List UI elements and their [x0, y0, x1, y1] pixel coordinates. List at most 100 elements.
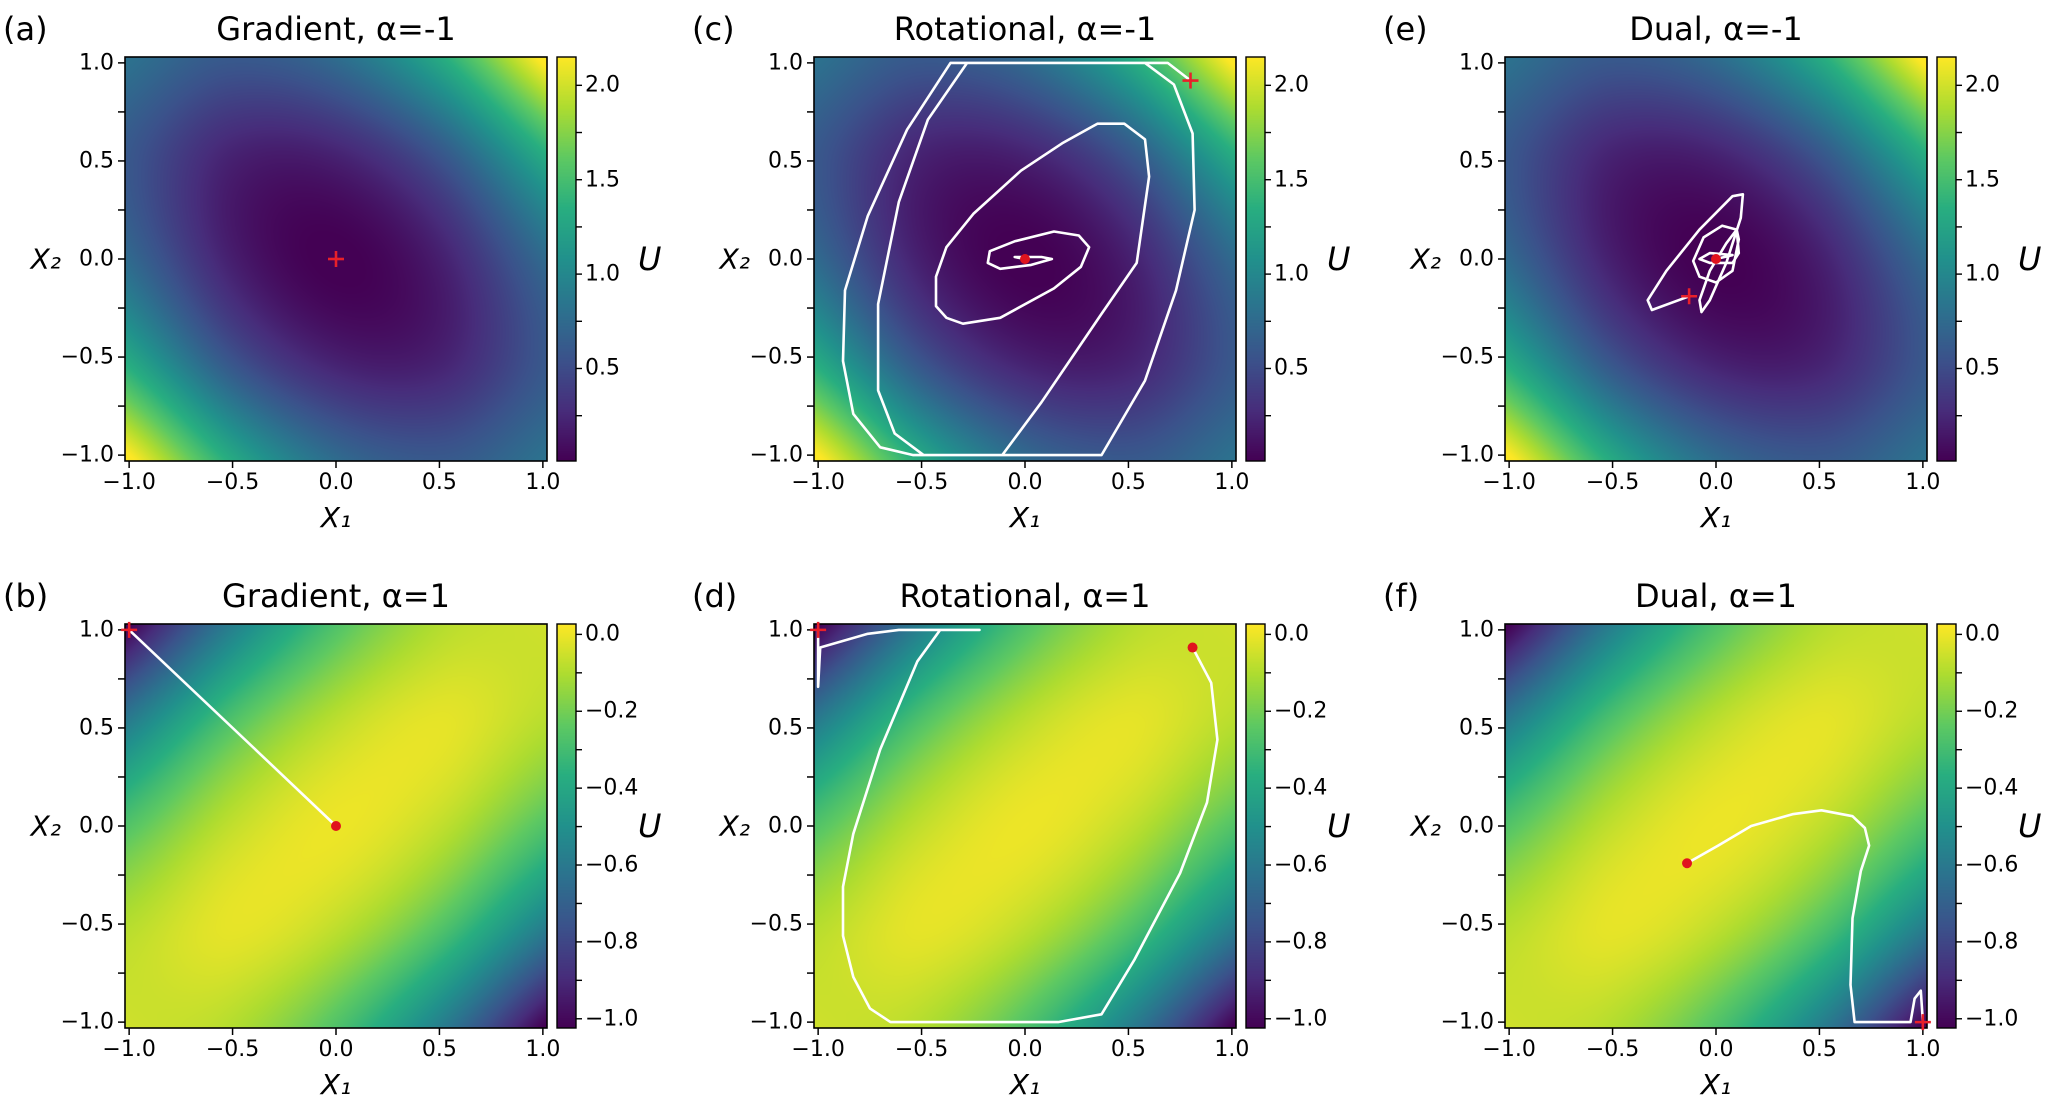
- x-tick-label: −0.5: [1585, 1037, 1640, 1062]
- colorbar: [557, 624, 576, 1028]
- x-tick-label: 0.0: [1007, 1037, 1043, 1062]
- x-tick-label: 1.0: [525, 1037, 561, 1062]
- y-tick-label: −1.0: [60, 442, 114, 468]
- colorbar-tick-label: −0.4: [1965, 775, 2019, 801]
- y-tick-label: −0.5: [749, 344, 803, 370]
- chart-title: Dual, α=-1: [1629, 10, 1803, 48]
- x-axis-label: X₁: [1009, 1068, 1041, 1101]
- colorbar-tick-label: 2.0: [1274, 72, 1309, 98]
- x-tick-label: −0.5: [894, 1037, 949, 1062]
- colorbar-frame: [1936, 56, 1957, 462]
- colorbar-label: U: [2018, 240, 2042, 278]
- y-tick-label: 0.0: [1459, 246, 1494, 272]
- x-axis-label: X₁: [320, 501, 352, 534]
- y-tick-label: 0.0: [768, 246, 803, 272]
- x-axis-label: X₁: [1700, 501, 1732, 534]
- y-tick-label: −1.0: [1440, 1009, 1494, 1035]
- trajectory-line: [128, 628, 337, 827]
- colorbar-tick-label: 0.0: [585, 621, 620, 647]
- colorbar-label: U: [1327, 240, 1351, 278]
- x-tick-label: 1.0: [525, 470, 561, 495]
- panel-label: (c): [692, 10, 735, 48]
- y-tick-label: 0.5: [79, 715, 114, 741]
- y-tick-label: 1.0: [1459, 617, 1494, 643]
- y-axis-label: X₂: [30, 809, 61, 843]
- y-tick-label: 0.0: [79, 246, 114, 272]
- y-tick-label: 1.0: [1459, 50, 1494, 76]
- x-axis-label: X₁: [320, 1068, 352, 1101]
- colorbar-tick-label: −0.6: [585, 852, 639, 878]
- x-axis-label: X₁: [1700, 1068, 1732, 1101]
- chart-title: Gradient, α=1: [222, 577, 450, 615]
- colorbar: [1937, 57, 1956, 461]
- colorbar: [1246, 624, 1265, 1028]
- x-tick-label: 0.0: [1698, 470, 1734, 495]
- x-tick-label: −0.5: [894, 470, 949, 495]
- x-tick-label: −1.0: [102, 1037, 156, 1062]
- x-tick-label: 0.0: [318, 470, 354, 495]
- x-tick-label: −1.0: [1482, 470, 1536, 495]
- colorbar-tick-label: 1.0: [1965, 261, 2000, 287]
- colorbar-tick-label: −1.0: [585, 1006, 639, 1032]
- colorbar-tick-label: −0.4: [1274, 775, 1328, 801]
- x-tick-label: 0.0: [1698, 1037, 1734, 1062]
- colorbar-frame: [1245, 56, 1266, 462]
- x-axis-label: X₁: [1009, 501, 1041, 534]
- trajectory-line: [816, 628, 1219, 1024]
- colorbar-tick-label: 2.0: [585, 72, 620, 98]
- chart-title: Gradient, α=-1: [216, 10, 456, 48]
- x-tick-label: 0.5: [1801, 1037, 1837, 1062]
- trajectory-line: [841, 61, 1196, 457]
- colorbar: [1937, 624, 1956, 1028]
- start-plus-marker: [810, 621, 827, 638]
- panel-label: (b): [3, 577, 49, 615]
- colorbar-tick-label: 1.0: [585, 261, 620, 287]
- y-tick-label: −1.0: [1440, 442, 1494, 468]
- y-axis-label: X₂: [719, 809, 750, 843]
- x-tick-label: −0.5: [205, 470, 260, 495]
- y-tick-label: 1.0: [768, 50, 803, 76]
- colorbar-tick-label: 0.0: [1274, 621, 1309, 647]
- colorbar-tick-label: −0.8: [585, 929, 639, 955]
- y-tick-label: 0.0: [79, 813, 114, 839]
- panel-label: (e): [1383, 10, 1428, 48]
- colorbar-tick-label: −1.0: [1965, 1006, 2019, 1032]
- colorbar-tick-label: 1.5: [1274, 167, 1309, 193]
- x-tick-label: 1.0: [1905, 1037, 1941, 1062]
- colorbar-tick-label: 2.0: [1965, 72, 2000, 98]
- x-tick-label: 1.0: [1214, 1037, 1250, 1062]
- colorbar-tick-label: −0.4: [585, 775, 639, 801]
- start-plus-marker: [121, 621, 138, 638]
- colorbar-tick-label: −1.0: [1274, 1006, 1328, 1032]
- x-tick-label: 1.0: [1214, 470, 1250, 495]
- y-tick-label: 1.0: [768, 617, 803, 643]
- y-axis-label: X₂: [1410, 242, 1441, 276]
- start-plus-marker: [1914, 1014, 1931, 1031]
- y-tick-label: −1.0: [60, 1009, 114, 1035]
- x-tick-label: −1.0: [102, 470, 156, 495]
- colorbar: [557, 57, 576, 461]
- colorbar-tick-label: −0.6: [1274, 852, 1328, 878]
- y-tick-label: −1.0: [749, 1009, 803, 1035]
- colorbar-tick-label: −0.2: [585, 698, 639, 724]
- end-point-marker: [1187, 642, 1198, 653]
- y-tick-label: 1.0: [79, 50, 114, 76]
- x-tick-label: 0.5: [1801, 470, 1837, 495]
- colorbar-tick-label: 0.0: [1965, 621, 2000, 647]
- panel-label: (f): [1383, 577, 1420, 615]
- y-tick-label: 0.5: [79, 148, 114, 174]
- colorbar-frame: [556, 56, 577, 462]
- x-tick-label: −1.0: [1482, 1037, 1536, 1062]
- colorbar-label: U: [638, 807, 662, 845]
- colorbar-tick-label: −0.2: [1965, 698, 2019, 724]
- x-tick-label: 0.5: [421, 470, 457, 495]
- colorbar-tick-label: 1.0: [1274, 261, 1309, 287]
- y-tick-label: 0.5: [1459, 148, 1494, 174]
- x-tick-label: −0.5: [205, 1037, 260, 1062]
- start-plus-marker: [1681, 288, 1698, 305]
